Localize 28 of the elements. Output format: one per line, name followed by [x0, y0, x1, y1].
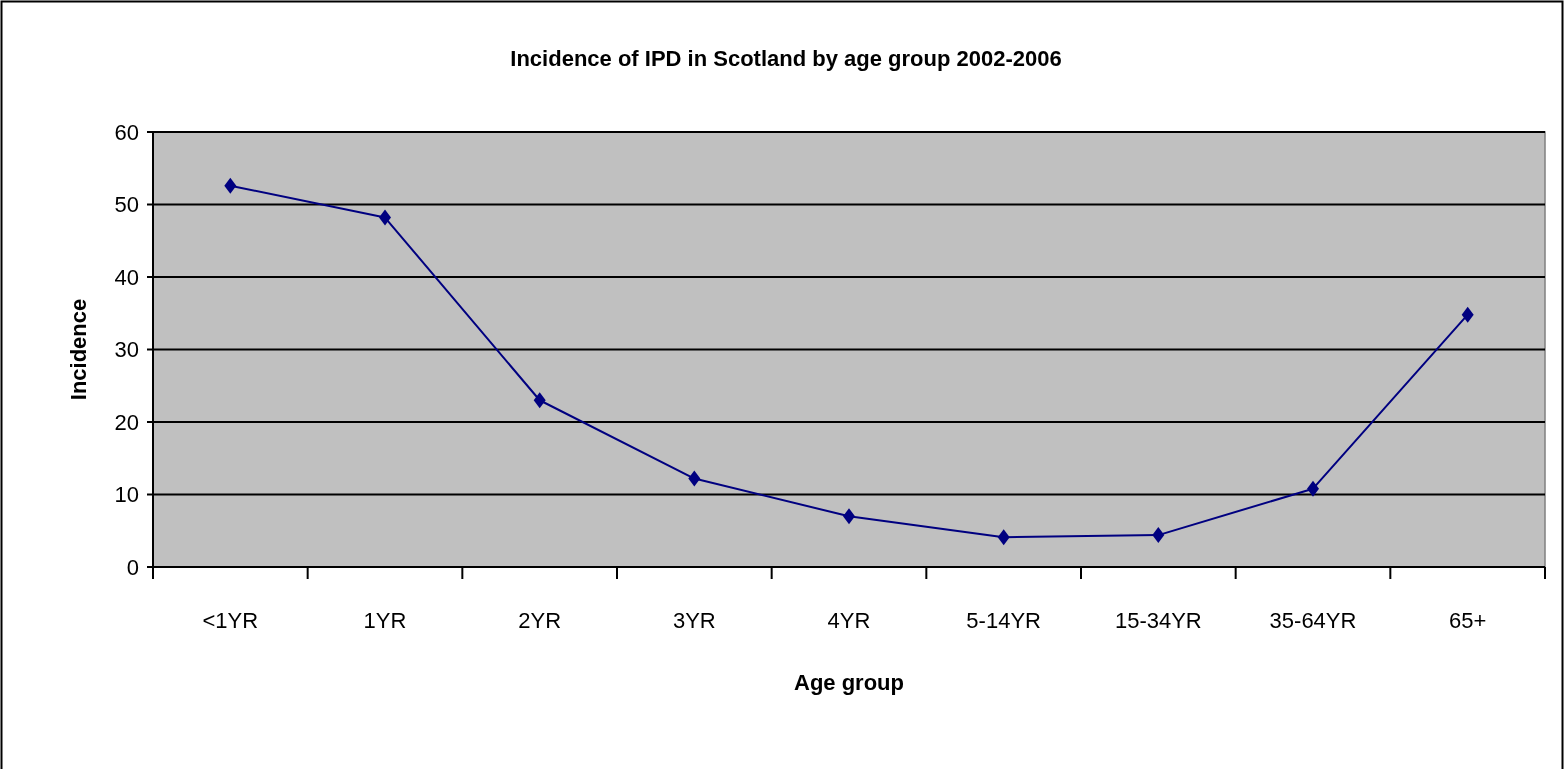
- point: [688, 470, 701, 487]
- point: [1307, 480, 1319, 497]
- point: [843, 508, 855, 525]
- y-tick-label: 20: [114, 409, 139, 435]
- chart-title: Incidence of IPD in Scotland by age group 2002-2006: [510, 46, 1062, 71]
- y-tick-label: 60: [114, 119, 139, 145]
- x-tick-label: 35-64YR: [1269, 608, 1357, 633]
- x-tick-label: 15-34YR: [1114, 608, 1202, 633]
- y-tick-label: 10: [114, 482, 139, 508]
- y-axis-title: Incidence: [66, 298, 91, 401]
- point: [224, 177, 237, 194]
- point: [379, 209, 391, 226]
- y-tick-label: 50: [114, 192, 139, 218]
- x-tick-label: 2YR: [518, 608, 562, 633]
- y-tick-label: 0: [126, 554, 139, 580]
- x-tick-label: 3YR: [672, 608, 716, 633]
- x-tick-label: 1YR: [363, 608, 407, 633]
- point: [1152, 527, 1165, 544]
- x-axis-title: Age group: [794, 670, 904, 695]
- x-tick-label: 4YR: [827, 608, 871, 633]
- point: [1461, 306, 1474, 323]
- y-tick-label: 40: [114, 264, 139, 290]
- y-tick-label: 30: [114, 337, 139, 363]
- point: [533, 392, 546, 409]
- x-tick-label: <1YR: [202, 608, 259, 633]
- x-tick-label: 5-14YR: [966, 608, 1041, 633]
- x-tick-label: 65+: [1449, 608, 1487, 633]
- point: [997, 529, 1010, 546]
